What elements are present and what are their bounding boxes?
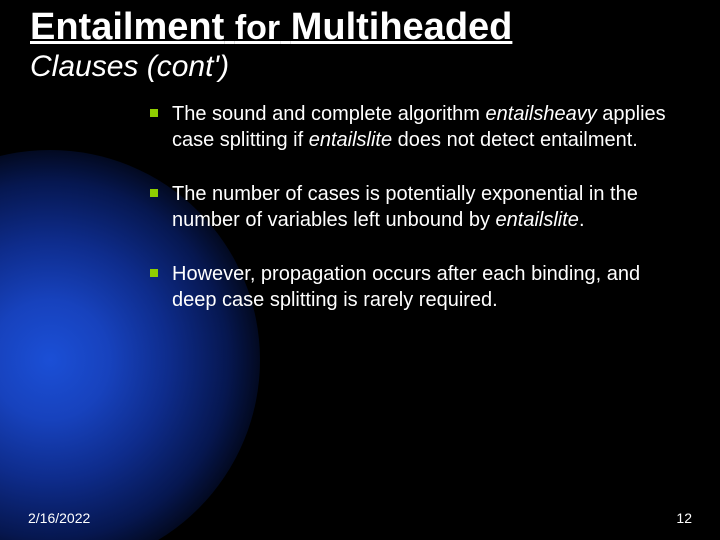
text-run: does not detect entailment.: [392, 129, 638, 151]
slide-footer: 2/16/2022 12: [0, 510, 720, 526]
bullet-text: The number of cases is potentially expon…: [172, 181, 680, 233]
text-run: The sound and complete algorithm: [172, 103, 486, 125]
text-run: However, propagation occurs after each b…: [172, 263, 640, 311]
title-word-entailment: Entailment: [30, 6, 224, 48]
title-word-for: for: [235, 9, 280, 47]
bullet-square-icon: [150, 109, 158, 117]
bullet-text: However, propagation occurs after each b…: [172, 261, 680, 313]
title-word-multiheaded: Multiheaded: [291, 6, 513, 48]
text-italic: entailslite: [496, 209, 579, 231]
slide-body: The sound and complete algorithm entails…: [0, 83, 720, 313]
footer-page-number: 12: [676, 510, 692, 526]
bullet-square-icon: [150, 269, 158, 277]
list-item: However, propagation occurs after each b…: [150, 261, 680, 313]
list-item: The number of cases is potentially expon…: [150, 181, 680, 233]
slide-title-line1: Entailment for Multiheaded: [30, 8, 690, 48]
bullet-text: The sound and complete algorithm entails…: [172, 101, 680, 153]
title-block: Entailment for Multiheaded Clauses (cont…: [0, 0, 720, 83]
slide-title-line2: Clauses (cont'): [30, 50, 690, 83]
text-italic: entailslite: [309, 129, 392, 151]
bullet-square-icon: [150, 189, 158, 197]
text-italic: entailsheavy: [486, 103, 597, 125]
list-item: The sound and complete algorithm entails…: [150, 101, 680, 153]
text-run: .: [579, 209, 585, 231]
footer-date: 2/16/2022: [28, 510, 90, 526]
